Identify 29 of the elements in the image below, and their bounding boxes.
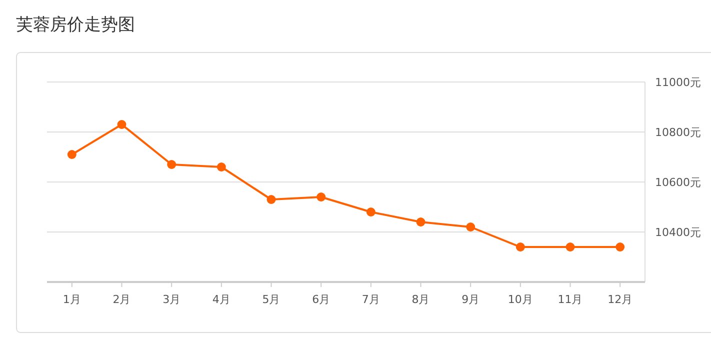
point bbox=[167, 160, 176, 169]
x-tick-label: 2月 bbox=[112, 293, 131, 306]
x-tick-label: 11月 bbox=[558, 293, 583, 306]
point bbox=[316, 192, 326, 202]
point bbox=[616, 242, 625, 252]
y-tick-label: 10600元 bbox=[655, 176, 701, 189]
point bbox=[216, 162, 226, 172]
x-tick-label: 12月 bbox=[608, 293, 633, 306]
point bbox=[566, 242, 575, 252]
point bbox=[266, 195, 276, 204]
x-tick-label: 7月 bbox=[362, 293, 380, 306]
y-tick-label: 11000元 bbox=[655, 76, 701, 89]
x-tick-label: 8月 bbox=[412, 293, 430, 306]
chart-title: 芙蓉房价走势图 bbox=[16, 15, 135, 35]
x-tick-label: 9月 bbox=[462, 293, 480, 306]
x-tick-label: 4月 bbox=[212, 293, 230, 306]
y-tick-label: 10800元 bbox=[655, 126, 701, 139]
point bbox=[516, 242, 525, 252]
x-tick-label: 10月 bbox=[508, 293, 533, 306]
x-tick-label: 6月 bbox=[312, 293, 330, 306]
x-tick-label: 5月 bbox=[262, 293, 280, 306]
point bbox=[117, 120, 126, 129]
point bbox=[466, 222, 476, 232]
y-tick-label: 10400元 bbox=[655, 226, 701, 239]
point bbox=[67, 150, 76, 159]
point bbox=[366, 208, 376, 216]
point bbox=[416, 218, 426, 226]
x-tick-label: 3月 bbox=[162, 293, 181, 306]
x-tick-label: 1月 bbox=[62, 293, 81, 306]
